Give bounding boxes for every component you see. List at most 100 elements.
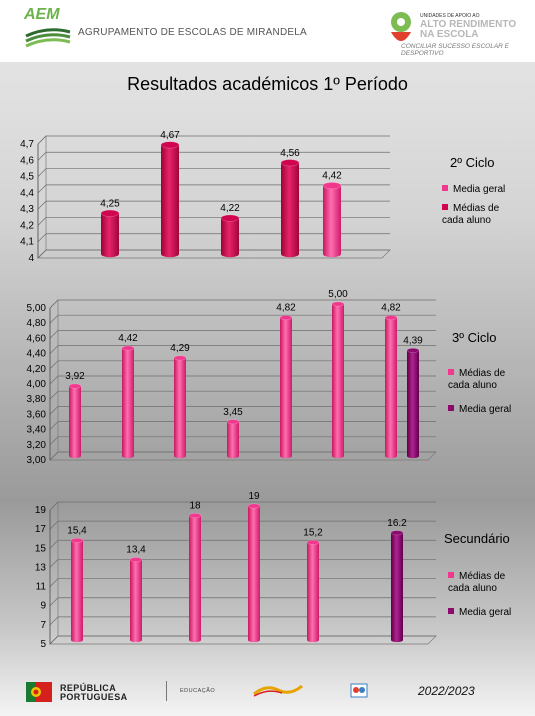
y-tick-label: 9 [40,601,46,612]
chart-3: 5 7 9 11 13 15 17 19 15,4 13,4 18 19 15,2 16.2 [35,491,437,650]
legend-label: Media geral [453,184,506,195]
y-tick-label: 4,6 [20,155,34,166]
y-tick-label: 3,00 [27,455,47,466]
aem-logo-text: AEM [24,6,60,23]
portugal-flag-icon [26,682,52,702]
bar-top [406,347,420,353]
bar-body [174,357,186,459]
gridline-depth [49,451,59,461]
gridline-depth [49,616,59,626]
gridline-depth [37,184,47,194]
y-tick-label: 11 [36,582,47,593]
chart-1: 4 4,1 4,2 4,3 4,4 4,5 4,6 4,7 4,25 4,67 4,22 4,56 4,… [20,130,391,264]
gridline-depth [49,501,59,511]
legend-swatch [442,204,448,210]
data-label: 4,42 [322,171,342,182]
bar [390,530,404,643]
gridline-depth [37,217,47,226]
bar [331,301,345,459]
data-label: 4,39 [403,335,423,346]
educacao-text: EDUCAÇÃO [180,688,216,694]
bar [279,315,293,459]
y-tick-label: 3,80 [27,394,47,405]
gridline-depth [49,299,59,309]
bar [68,383,82,459]
y-tick-label: 3,20 [27,440,47,451]
y-tick-label: 3,60 [27,409,47,420]
bar-body [391,532,403,643]
bar-body [71,540,83,643]
gridline-depth [49,578,59,587]
bar-body [69,386,81,459]
y-tick-label: 17 [35,524,47,535]
chart2-legend: Médias de cada aluno Media geral [448,368,534,428]
data-label: 3,92 [65,371,85,382]
y-tick-label: 4,40 [27,349,47,360]
bar-top [188,513,202,518]
bar-body [122,348,134,459]
bar-top [121,345,135,351]
y-tick-label: 5 [40,639,46,650]
bar [384,315,398,459]
bar [129,557,143,643]
bar-body [280,317,292,459]
data-label: 4,22 [220,203,240,214]
data-label: 4,82 [381,303,401,314]
data-label: 15,4 [67,525,87,536]
gridline-depth [49,559,59,568]
y-tick-label: 13 [35,562,47,573]
header-banner: AEM AGRUPAMENTO DE ESCOLAS DE MIRANDELA … [0,0,535,62]
y-tick-label: 4 [28,253,34,264]
gridline-depth [37,249,47,259]
bar-body [161,144,179,258]
chart2-section-title: 3º Ciclo [452,330,497,345]
bar-top [280,159,300,167]
bar-top [279,315,293,321]
data-label: 18 [189,501,201,512]
gridline-depth [49,520,59,530]
chart1-legend-item-medias-aluno: Médias de cada aluno [442,203,514,227]
data-label: 5,00 [328,289,348,300]
bar-body [101,213,119,258]
bar [226,419,240,459]
gridline-depth [37,152,47,161]
data-label: 4,82 [276,303,296,314]
legend-swatch [448,369,454,375]
legend-swatch [448,572,454,578]
are-small-text: UNIDADES DE APOIO AO [420,13,480,19]
y-tick-label: 4,7 [20,139,34,150]
data-label: 4,29 [170,343,190,354]
bar-top [331,301,345,307]
bar [247,503,261,643]
bar-top [68,383,82,389]
republica-portuguesa-text: REPÚBLICA PORTUGUESA [60,684,128,702]
bar-body [227,421,239,459]
data-label: 4,67 [160,130,180,141]
y-tick-label: 4,80 [27,318,47,329]
rep-line2: PORTUGUESA [60,692,128,702]
bar [173,355,187,459]
bar [306,539,320,643]
bar-body [332,304,344,459]
data-label: 4,42 [118,333,138,344]
rep-line1: REPÚBLICA [60,683,117,693]
bar-body [385,317,397,459]
floor [49,451,437,461]
gridline-depth [49,375,59,385]
ipdj-logo-icon [350,683,368,698]
gridline-depth [49,330,59,339]
y-tick-label: 5,00 [27,303,47,314]
bar-top [322,182,342,190]
data-label: 4,56 [280,148,300,159]
data-label: 3,45 [223,407,243,418]
y-tick-label: 4,00 [27,379,47,390]
legend-swatch [448,608,454,614]
gridline-depth [49,314,59,324]
gridline-depth [49,406,59,415]
gridline-depth [49,345,59,354]
data-label: 13,4 [126,545,146,556]
bar-body [323,185,341,258]
legend-label: Médias de cada aluno [448,571,506,594]
bar-top [390,530,404,536]
